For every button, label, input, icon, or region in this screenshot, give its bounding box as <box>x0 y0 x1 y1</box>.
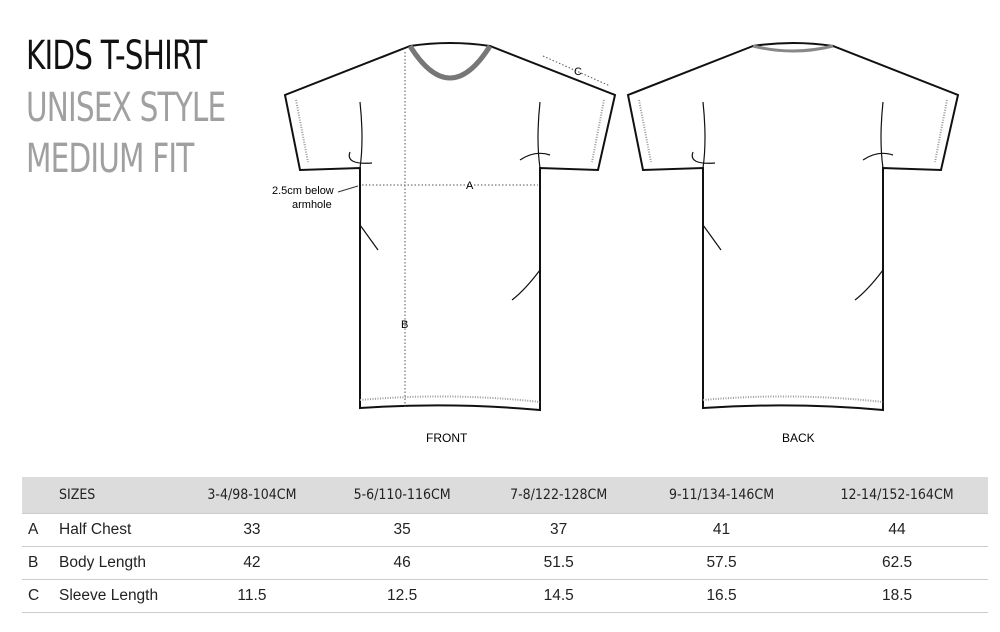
back-shirt <box>627 42 959 411</box>
note-line1: 2.5cm below <box>272 185 334 197</box>
col-size: 5-6/110-116CM <box>323 477 481 514</box>
title: KIDS T-SHIRT <box>26 33 207 79</box>
subtitle-fit: MEDIUM FIT <box>26 136 194 182</box>
table-row: B Body Length 42 46 51.5 57.5 62.5 <box>22 546 988 580</box>
size-table: SIZES 3-4/98-104CM 5-6/110-116CM 7-8/122… <box>22 477 988 613</box>
table-header: SIZES 3-4/98-104CM 5-6/110-116CM 7-8/122… <box>22 477 988 514</box>
table-row: C Sleeve Length 11.5 12.5 14.5 16.5 18.5 <box>22 579 988 613</box>
col-size: 3-4/98-104CM <box>180 477 324 514</box>
col-sizes: SIZES <box>58 477 180 514</box>
col-size: 7-8/122-128CM <box>480 477 637 514</box>
subtitle-style: UNISEX STYLE <box>26 85 226 131</box>
front-label: FRONT <box>426 431 468 445</box>
measure-c-label: C <box>574 66 582 78</box>
tshirt-diagram: A B C 2.5cm below armhole FRONT BACK <box>272 42 959 445</box>
table-row: A Half Chest 33 35 37 41 44 <box>22 513 988 547</box>
col-size: 12-14/152-164CM <box>806 477 988 514</box>
front-shirt <box>284 42 616 411</box>
measure-a-label: A <box>466 180 474 192</box>
measure-b-label: B <box>401 319 408 331</box>
back-label: BACK <box>782 431 815 445</box>
col-size: 9-11/134-146CM <box>636 477 807 514</box>
note-line2: armhole <box>292 199 332 211</box>
